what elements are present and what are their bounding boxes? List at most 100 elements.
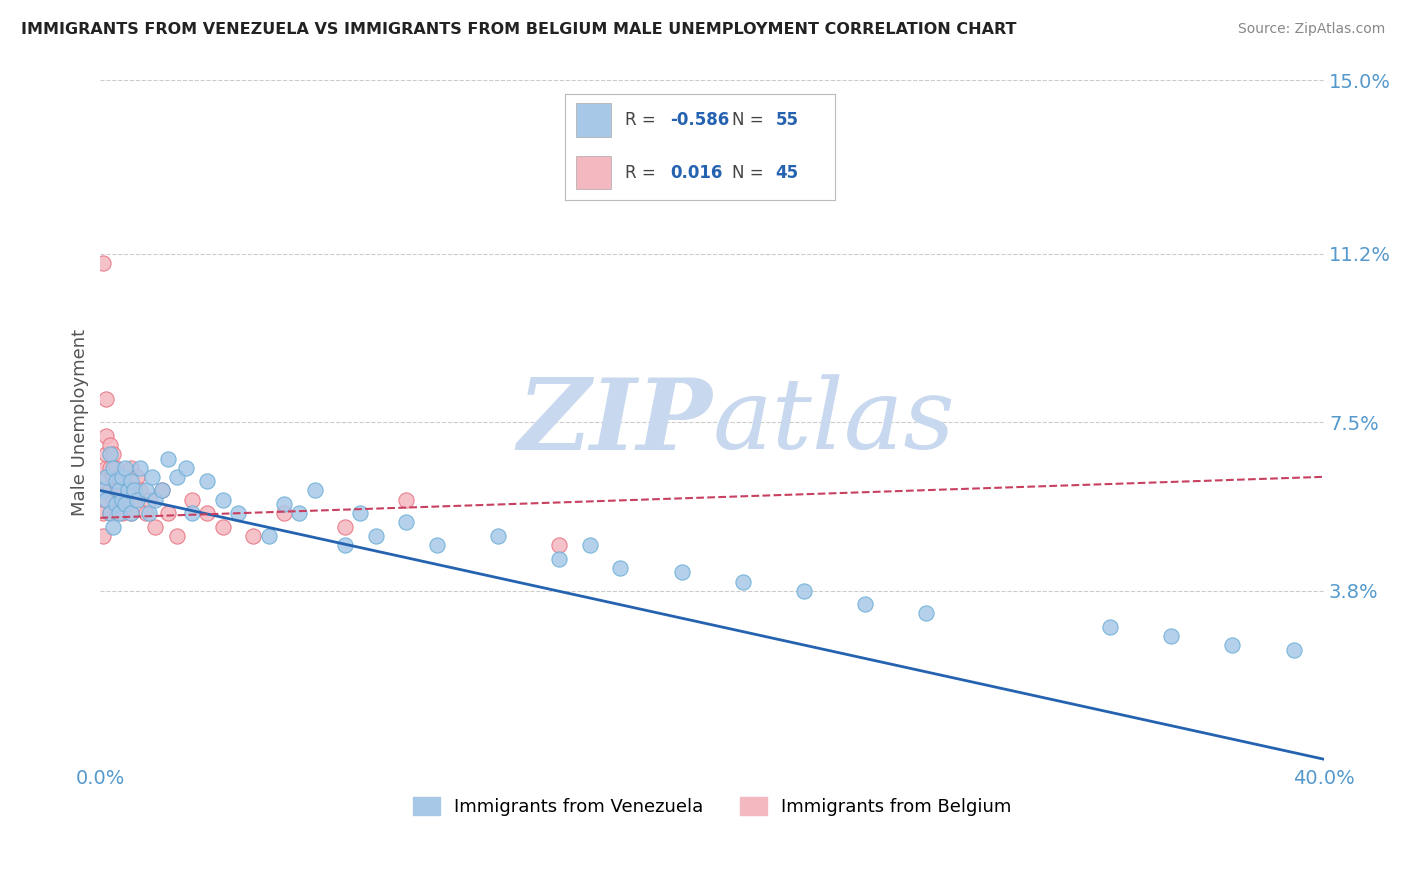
Point	[107, 492, 129, 507]
Point	[104, 506, 127, 520]
Point	[98, 506, 121, 520]
Point	[114, 470, 136, 484]
Point	[395, 492, 418, 507]
Point	[915, 607, 938, 621]
Point	[145, 520, 167, 534]
Text: Source: ZipAtlas.com: Source: ZipAtlas.com	[1237, 22, 1385, 37]
Point	[579, 538, 602, 552]
Point	[93, 529, 115, 543]
Point	[349, 506, 371, 520]
Point	[1098, 620, 1121, 634]
Point	[426, 538, 449, 552]
Point	[104, 460, 127, 475]
Point	[98, 438, 121, 452]
Point	[111, 470, 134, 484]
Point	[93, 475, 115, 489]
Point	[96, 429, 118, 443]
Point	[120, 460, 142, 475]
Point	[101, 447, 124, 461]
Point	[548, 551, 571, 566]
Point	[288, 506, 311, 520]
Point	[156, 451, 179, 466]
Point	[181, 492, 204, 507]
Point	[111, 506, 134, 520]
Point	[138, 492, 160, 507]
Point	[122, 492, 145, 507]
Point	[107, 506, 129, 520]
Point	[226, 506, 249, 520]
Point	[111, 492, 134, 507]
Point	[125, 470, 148, 484]
Point	[242, 529, 264, 543]
Point	[117, 483, 139, 498]
Point	[107, 470, 129, 484]
Point	[104, 475, 127, 489]
Point	[101, 492, 124, 507]
Point	[1220, 639, 1243, 653]
Point	[548, 538, 571, 552]
Point	[1282, 643, 1305, 657]
Point	[333, 538, 356, 552]
Point	[98, 506, 121, 520]
Point	[273, 506, 295, 520]
Text: IMMIGRANTS FROM VENEZUELA VS IMMIGRANTS FROM BELGIUM MALE UNEMPLOYMENT CORRELATI: IMMIGRANTS FROM VENEZUELA VS IMMIGRANTS …	[21, 22, 1017, 37]
Point	[156, 506, 179, 520]
Point	[197, 475, 219, 489]
Point	[304, 483, 326, 498]
Point	[120, 506, 142, 520]
Point	[125, 492, 148, 507]
Point	[150, 483, 173, 498]
Point	[120, 475, 142, 489]
Point	[111, 483, 134, 498]
Point	[1160, 629, 1182, 643]
Point	[122, 483, 145, 498]
Point	[101, 460, 124, 475]
Point	[853, 598, 876, 612]
Point	[395, 516, 418, 530]
Point	[731, 574, 754, 589]
Point	[364, 529, 387, 543]
Point	[96, 492, 118, 507]
Point	[114, 497, 136, 511]
Point	[114, 492, 136, 507]
Point	[174, 460, 197, 475]
Point	[96, 447, 118, 461]
Point	[107, 483, 129, 498]
Point	[104, 483, 127, 498]
Point	[93, 483, 115, 498]
Point	[211, 520, 233, 534]
Text: ZIP: ZIP	[517, 374, 713, 470]
Point	[96, 492, 118, 507]
Point	[486, 529, 509, 543]
Point	[120, 506, 142, 520]
Legend: Immigrants from Venezuela, Immigrants from Belgium: Immigrants from Venezuela, Immigrants fr…	[405, 789, 1019, 823]
Point	[93, 506, 115, 520]
Point	[96, 470, 118, 484]
Point	[135, 483, 157, 498]
Point	[671, 566, 693, 580]
Point	[129, 483, 152, 498]
Point	[98, 483, 121, 498]
Point	[117, 483, 139, 498]
Point	[98, 447, 121, 461]
Point	[333, 520, 356, 534]
Point	[273, 497, 295, 511]
Point	[211, 492, 233, 507]
Y-axis label: Male Unemployment: Male Unemployment	[72, 328, 89, 516]
Point	[609, 561, 631, 575]
Point	[114, 460, 136, 475]
Point	[181, 506, 204, 520]
Point	[98, 460, 121, 475]
Point	[257, 529, 280, 543]
Point	[138, 506, 160, 520]
Point	[793, 583, 815, 598]
Point	[101, 520, 124, 534]
Text: atlas: atlas	[713, 375, 955, 470]
Point	[141, 470, 163, 484]
Point	[101, 470, 124, 484]
Point	[145, 492, 167, 507]
Point	[93, 256, 115, 270]
Point	[129, 460, 152, 475]
Point	[166, 529, 188, 543]
Point	[135, 506, 157, 520]
